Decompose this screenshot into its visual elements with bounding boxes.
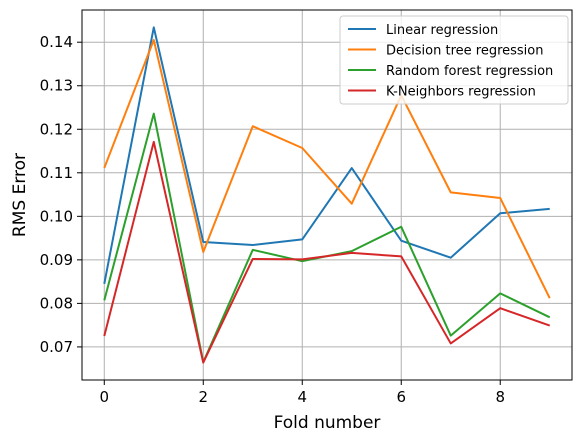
y-tick-label: 0.10 bbox=[40, 207, 73, 225]
series-line-3 bbox=[103, 140, 551, 364]
y-tick-label: 0.09 bbox=[40, 251, 73, 269]
legend-label: Random forest regression bbox=[386, 64, 553, 79]
grid-lines bbox=[82, 10, 572, 380]
x-tick-label: 2 bbox=[198, 388, 208, 406]
y-tick-label: 0.14 bbox=[40, 33, 73, 51]
y-axis-title: RMS Error bbox=[10, 153, 30, 237]
x-tick-label: 0 bbox=[99, 388, 109, 406]
y-tick-label: 0.11 bbox=[40, 164, 73, 182]
series-layer bbox=[103, 26, 551, 364]
y-tick-label: 0.13 bbox=[40, 77, 73, 95]
legend: Linear regression Decision tree regressio… bbox=[339, 15, 569, 105]
y-tick-label: 0.08 bbox=[40, 294, 73, 312]
x-tick-label: 4 bbox=[297, 388, 307, 406]
series-line-0 bbox=[103, 26, 550, 284]
axis-ticks: 0 2 4 6 8 0.07 0.08 0.09 0.10 0.11 0.12 0.13 0.14 bbox=[40, 33, 505, 406]
series-line-1 bbox=[103, 39, 551, 299]
x-tick-label: 8 bbox=[495, 388, 505, 406]
legend-box bbox=[339, 15, 569, 105]
x-axis-title: Fold number bbox=[274, 413, 381, 433]
y-tick-label: 0.07 bbox=[40, 338, 73, 356]
legend-label: Linear regression bbox=[386, 23, 498, 38]
legend-label: K-Neighbors regression bbox=[386, 85, 536, 100]
plot-frame bbox=[81, 9, 573, 381]
y-tick-label: 0.12 bbox=[40, 120, 73, 138]
x-tick-label: 6 bbox=[396, 388, 406, 406]
legend-label: Decision tree regression bbox=[386, 44, 543, 59]
